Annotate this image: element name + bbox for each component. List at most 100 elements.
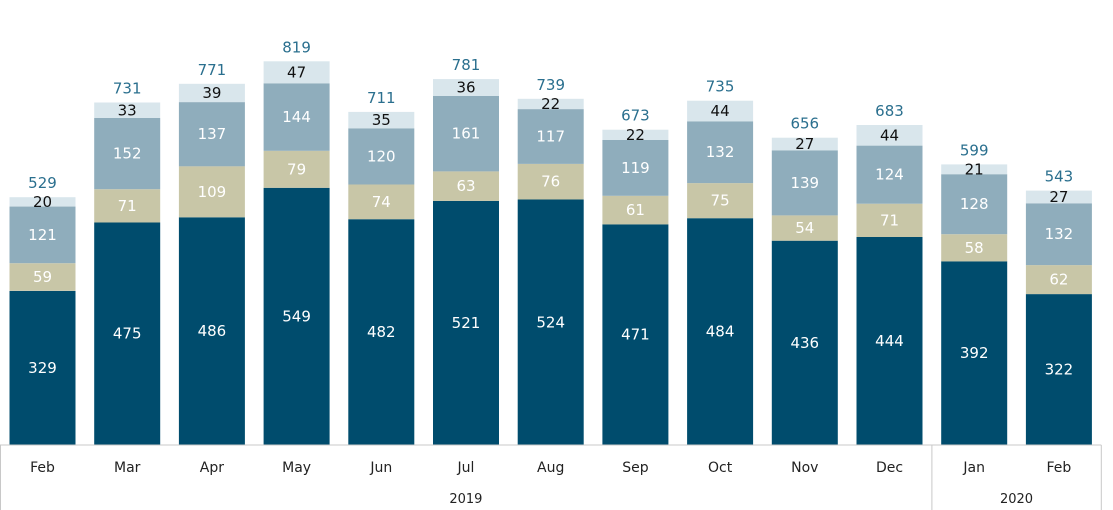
bar-segment-s2 <box>602 195 669 225</box>
segment-value-label: 44 <box>711 102 730 120</box>
bar-segment-s4 <box>9 197 76 207</box>
total-value-label: 543 <box>1045 168 1074 186</box>
bar-segment-s1 <box>941 261 1008 445</box>
segment-value-label: 117 <box>536 128 565 146</box>
segment-value-label: 132 <box>706 143 735 161</box>
x-tick-label: Jul <box>457 460 475 476</box>
segment-value-label: 120 <box>367 147 396 165</box>
total-value-label: 529 <box>28 174 57 192</box>
x-tick-label: Feb <box>1047 460 1072 476</box>
x-tick-label: Jan <box>962 460 985 476</box>
segment-value-label: 436 <box>790 334 819 352</box>
total-value-label: 739 <box>536 76 565 94</box>
bar-segment-s4 <box>856 125 923 146</box>
segment-value-label: 444 <box>875 332 904 350</box>
x-tick-label: Oct <box>708 460 733 476</box>
bar-segment-s2 <box>941 234 1008 262</box>
bar-segment-s4 <box>941 164 1008 175</box>
bar-segment-s2 <box>178 166 245 218</box>
segment-value-label: 322 <box>1045 361 1074 379</box>
segment-value-label: 471 <box>621 326 650 344</box>
segment-value-label: 61 <box>626 201 645 219</box>
x-tick-label: May <box>282 460 311 476</box>
segment-value-label: 62 <box>1049 271 1068 289</box>
bar-segment-s4 <box>517 98 584 110</box>
total-value-label: 683 <box>875 102 904 120</box>
bar-segment-s3 <box>178 102 245 167</box>
total-value-label: 673 <box>621 107 650 125</box>
segment-value-label: 22 <box>626 126 645 144</box>
segment-value-label: 132 <box>1045 225 1074 243</box>
x-group-label: 2020 <box>1000 492 1033 507</box>
bar-segment-s3 <box>263 83 330 151</box>
segment-value-label: 484 <box>706 323 735 341</box>
bar-segment-s4 <box>348 111 415 129</box>
total-value-label: 731 <box>113 80 142 98</box>
segment-value-label: 22 <box>541 95 560 113</box>
bar-segment-s2 <box>771 215 838 241</box>
bar-segment-s3 <box>348 128 415 185</box>
segment-value-label: 75 <box>711 192 730 210</box>
bar-segment-s1 <box>178 217 245 445</box>
bar-segment-s4 <box>771 137 838 151</box>
bar-segment-s1 <box>602 224 669 445</box>
bar-segment-s3 <box>1025 203 1092 266</box>
bar-segment-s3 <box>687 121 754 184</box>
segment-value-label: 76 <box>541 173 560 191</box>
total-value-label: 735 <box>706 78 735 96</box>
segment-value-label: 36 <box>456 79 475 97</box>
total-value-label: 599 <box>960 141 989 159</box>
segment-value-label: 124 <box>875 166 904 184</box>
segment-value-label: 144 <box>282 108 311 126</box>
x-tick-label: Sep <box>622 460 649 476</box>
bar-segment-s4 <box>687 100 754 122</box>
segment-value-label: 486 <box>198 322 227 340</box>
bar-segment-s1 <box>856 237 923 445</box>
bar-segment-s1 <box>687 218 754 445</box>
x-group-label: 2019 <box>449 492 482 507</box>
total-value-label: 781 <box>452 56 481 74</box>
bar-segment-s3 <box>94 118 161 190</box>
bar-segment-s1 <box>517 199 584 445</box>
segment-value-label: 39 <box>202 84 221 102</box>
bar-segment-s1 <box>94 222 161 445</box>
bar-segment-s3 <box>941 174 1008 235</box>
x-tick-label: Nov <box>791 460 818 476</box>
total-value-label: 771 <box>198 61 227 79</box>
bar-segment-s2 <box>348 184 415 220</box>
bar-segment-s3 <box>9 206 76 264</box>
bar-segment-s4 <box>1025 190 1092 204</box>
total-value-label: 819 <box>282 38 311 56</box>
segment-value-label: 71 <box>880 211 899 229</box>
bar-segment-s3 <box>433 96 499 172</box>
segment-value-label: 27 <box>1049 188 1068 206</box>
bar-segment-s2 <box>1025 265 1092 295</box>
bar-segment-s2 <box>433 171 499 201</box>
x-tick-label: Mar <box>114 460 141 476</box>
segment-value-label: 549 <box>282 307 311 325</box>
x-tick-label: Dec <box>876 460 903 476</box>
total-value-label: 711 <box>367 89 396 107</box>
segment-value-label: 33 <box>118 101 137 119</box>
bar-segment-s2 <box>94 189 161 223</box>
segment-value-label: 63 <box>456 177 475 195</box>
bar-segment-s4 <box>602 129 669 140</box>
segment-value-label: 47 <box>287 63 306 81</box>
bar-segment-s4 <box>263 61 330 84</box>
segment-value-label: 35 <box>372 111 391 129</box>
segment-value-label: 44 <box>880 126 899 144</box>
segment-value-label: 54 <box>795 219 814 237</box>
segment-value-label: 71 <box>118 197 137 215</box>
segment-value-label: 475 <box>113 325 142 343</box>
segment-value-label: 119 <box>621 159 650 177</box>
x-tick-label: Feb <box>30 460 55 476</box>
bar-segment-s3 <box>602 140 669 196</box>
bar-segment-s4 <box>433 79 499 96</box>
x-tick-label: Jun <box>369 460 392 476</box>
bar-segment-s1 <box>9 290 76 445</box>
segment-value-label: 392 <box>960 344 989 362</box>
segment-value-label: 58 <box>965 239 984 257</box>
segment-value-label: 161 <box>452 125 481 143</box>
segment-value-label: 79 <box>287 160 306 178</box>
